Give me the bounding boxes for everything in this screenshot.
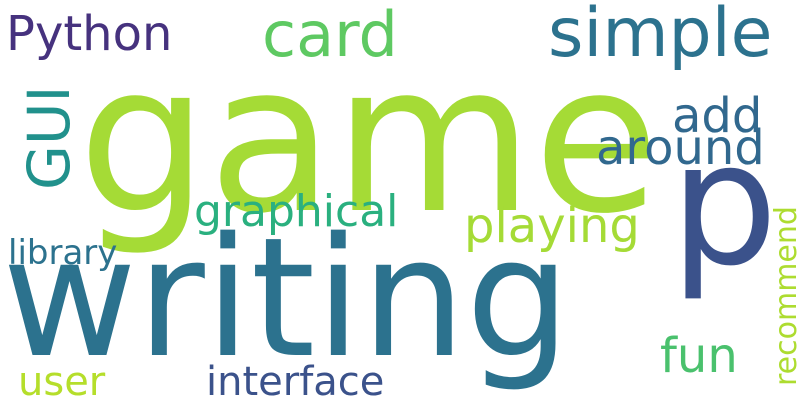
word-python: Python xyxy=(6,6,173,62)
word-card: card xyxy=(262,0,398,71)
word-game: game xyxy=(78,21,660,259)
word-p: p xyxy=(670,106,778,304)
word-add: add xyxy=(672,88,763,144)
word-gui: GUI xyxy=(15,85,83,190)
word-library: library xyxy=(8,233,118,273)
word-interface: interface xyxy=(206,359,385,400)
word-graphical: graphical xyxy=(194,186,399,237)
word-user: user xyxy=(18,359,106,400)
word-playing: playing xyxy=(464,198,640,254)
word-around: around xyxy=(596,120,765,176)
word-writing: writing xyxy=(2,202,571,394)
word-simple: simple xyxy=(548,0,773,73)
word-fun: fun xyxy=(660,328,738,384)
word-recommend: recommend xyxy=(769,206,800,386)
